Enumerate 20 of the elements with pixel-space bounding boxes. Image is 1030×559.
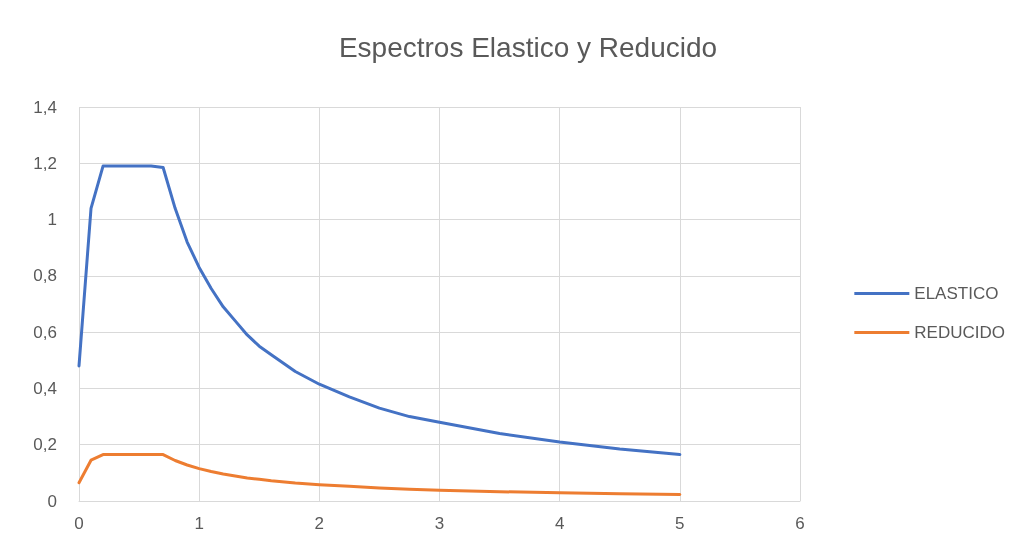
legend-label: REDUCIDO (914, 323, 1005, 342)
y-tick-label: 0 (47, 491, 57, 511)
x-tick-label: 2 (314, 514, 325, 533)
x-tick-label: 5 (675, 514, 685, 533)
x-tick-label: 3 (434, 514, 445, 533)
y-tick-label: 0,8 (33, 266, 57, 286)
x-tick-label: 1 (194, 514, 204, 533)
line-series (77, 453, 682, 497)
y-tick-label: 1,4 (33, 97, 57, 117)
y-tick-label: 0,6 (33, 322, 57, 342)
y-tick-label: 1,2 (33, 153, 57, 173)
y-tick-label: 0,4 (33, 378, 57, 398)
x-tick-label: 6 (795, 514, 805, 533)
line-series (77, 164, 682, 457)
x-tick-label: 4 (554, 514, 565, 533)
legend-label: ELASTICO (914, 284, 999, 303)
x-tick-label: 0 (74, 514, 84, 533)
chart-title: Espectros Elastico y Reducido (338, 31, 718, 63)
y-tick-label: 0,2 (33, 435, 57, 455)
y-tick-label: 1 (47, 210, 57, 230)
